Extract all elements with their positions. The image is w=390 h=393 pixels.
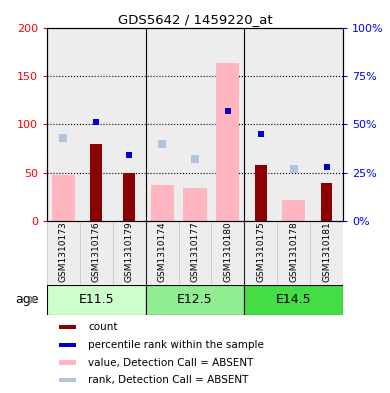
Bar <box>47 285 145 315</box>
Bar <box>183 188 207 221</box>
Bar <box>145 28 179 221</box>
Bar <box>145 221 179 285</box>
Bar <box>113 221 145 285</box>
Bar <box>123 173 135 221</box>
Text: GSM1310181: GSM1310181 <box>322 221 331 282</box>
Bar <box>282 200 305 221</box>
Bar <box>151 185 174 221</box>
Text: value, Detection Call = ABSENT: value, Detection Call = ABSENT <box>88 358 254 367</box>
Text: E12.5: E12.5 <box>177 293 213 306</box>
Bar <box>145 285 245 315</box>
Bar <box>245 28 277 221</box>
Text: GSM1310175: GSM1310175 <box>256 221 265 282</box>
Bar <box>47 221 80 285</box>
Bar <box>245 221 277 285</box>
Text: GSM1310179: GSM1310179 <box>125 221 134 282</box>
Text: GSM1310180: GSM1310180 <box>223 221 232 282</box>
Bar <box>216 63 239 221</box>
Bar <box>52 175 75 221</box>
Text: E11.5: E11.5 <box>78 293 114 306</box>
Text: percentile rank within the sample: percentile rank within the sample <box>88 340 264 350</box>
Bar <box>277 28 310 221</box>
Bar <box>245 285 343 315</box>
Bar <box>179 221 211 285</box>
Bar <box>47 28 80 221</box>
Bar <box>58 343 76 347</box>
Bar <box>58 378 76 382</box>
Text: count: count <box>88 322 118 332</box>
Bar <box>321 182 333 221</box>
Bar <box>211 221 245 285</box>
Bar <box>255 165 267 221</box>
Text: E14.5: E14.5 <box>276 293 312 306</box>
Bar <box>113 28 145 221</box>
Title: GDS5642 / 1459220_at: GDS5642 / 1459220_at <box>118 13 272 26</box>
Text: GSM1310178: GSM1310178 <box>289 221 298 282</box>
Bar <box>80 221 113 285</box>
Bar <box>310 28 343 221</box>
Bar <box>179 28 211 221</box>
Bar <box>58 325 76 329</box>
Bar <box>90 144 102 221</box>
Text: age: age <box>15 293 39 306</box>
Text: GSM1310177: GSM1310177 <box>190 221 200 282</box>
Text: GSM1310176: GSM1310176 <box>92 221 101 282</box>
Text: GSM1310173: GSM1310173 <box>59 221 68 282</box>
Bar <box>277 221 310 285</box>
Bar <box>211 28 245 221</box>
Bar <box>58 360 76 365</box>
Text: rank, Detection Call = ABSENT: rank, Detection Call = ABSENT <box>88 375 249 385</box>
Text: GSM1310174: GSM1310174 <box>158 221 167 282</box>
Bar <box>80 28 113 221</box>
Bar <box>310 221 343 285</box>
